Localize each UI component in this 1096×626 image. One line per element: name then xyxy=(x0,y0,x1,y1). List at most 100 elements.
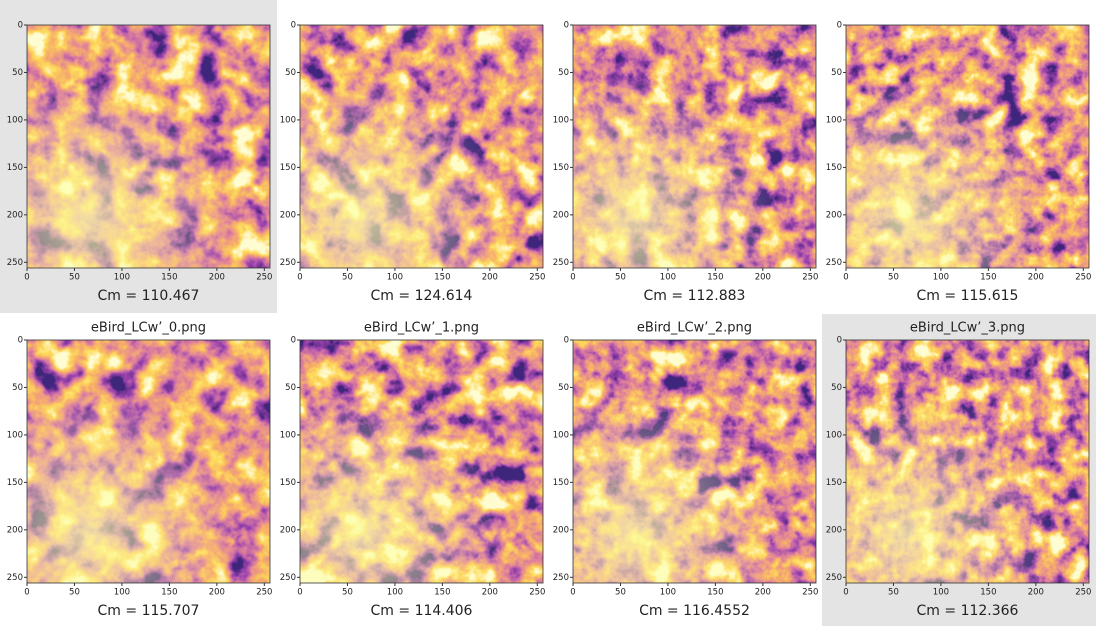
panel: 0 0 50 50 100 100 150 150 200 200 250 250 Cm = 110.4… xyxy=(7,21,273,305)
x-tick-label: 50 xyxy=(69,588,80,598)
y-tick-label: 50 xyxy=(285,383,296,393)
panel-title: eBird_LCw’_3.png xyxy=(910,321,1025,336)
x-tick-label: 250 xyxy=(802,588,818,598)
x-tick-label: 200 xyxy=(1028,588,1044,598)
y-tick-label: 250 xyxy=(553,258,569,268)
y-tick-label: 150 xyxy=(280,163,296,173)
x-tick-label: 100 xyxy=(387,588,403,598)
x-tick-label: 100 xyxy=(933,273,949,283)
y-tick-label: 0 xyxy=(837,336,842,346)
axes-frame xyxy=(299,339,544,584)
y-tick-label: 250 xyxy=(826,573,842,583)
x-tick-label: 250 xyxy=(256,273,272,283)
y-tick-label: 100 xyxy=(280,115,296,125)
panel-title: eBird_LCw’_2.png xyxy=(637,321,752,336)
x-tick-label: 150 xyxy=(980,588,996,598)
panel-title: eBird_LCw’_1.png xyxy=(364,321,479,336)
y-tick-label: 200 xyxy=(826,525,842,535)
heatmap-glow xyxy=(573,340,816,583)
x-tick-label: 0 xyxy=(297,273,302,283)
y-tick-label: 100 xyxy=(280,430,296,440)
x-tick-label: 0 xyxy=(297,588,302,598)
y-tick-label: 250 xyxy=(553,573,569,583)
heatmap-glow xyxy=(573,25,816,268)
x-tick-label: 100 xyxy=(387,273,403,283)
y-tick-label: 200 xyxy=(7,210,23,220)
y-tick-label: 150 xyxy=(280,478,296,488)
axes-frame xyxy=(572,24,817,269)
heatmap-glow xyxy=(846,25,1089,268)
x-tick-label: 250 xyxy=(256,588,272,598)
heatmap-glow xyxy=(846,340,1089,583)
axes-frame xyxy=(26,339,271,584)
y-tick-label: 50 xyxy=(558,383,569,393)
x-tick-label: 200 xyxy=(482,273,498,283)
x-tick-label: 0 xyxy=(24,588,29,598)
x-tick-label: 50 xyxy=(342,273,353,283)
y-tick-label: 250 xyxy=(280,258,296,268)
x-tick-label: 50 xyxy=(888,588,899,598)
x-tick-label: 150 xyxy=(707,588,723,598)
y-tick-label: 100 xyxy=(7,430,23,440)
panel: 0 0 50 50 100 100 150 150 200 200 250 250 Cm = 115.6… xyxy=(826,21,1092,305)
y-tick-label: 100 xyxy=(553,115,569,125)
y-tick-label: 250 xyxy=(7,573,23,583)
x-tick-label: 250 xyxy=(1075,588,1091,598)
y-tick-label: 50 xyxy=(12,383,23,393)
y-tick-label: 0 xyxy=(18,21,23,31)
x-tick-label: 250 xyxy=(529,273,545,283)
panel: 0 0 50 50 100 100 150 150 200 200 250 250 eBird_LCw’… xyxy=(280,321,546,620)
x-tick-label: 150 xyxy=(707,273,723,283)
y-tick-label: 150 xyxy=(826,163,842,173)
y-tick-label: 0 xyxy=(18,336,23,346)
y-tick-label: 0 xyxy=(564,336,569,346)
x-tick-label: 200 xyxy=(209,588,225,598)
y-tick-label: 50 xyxy=(831,383,842,393)
x-tick-label: 0 xyxy=(570,273,575,283)
panel-caption: Cm = 116.4552 xyxy=(639,603,750,619)
panel: 0 0 50 50 100 100 150 150 200 200 250 250 eBird_LCw’… xyxy=(553,321,819,620)
y-tick-label: 200 xyxy=(7,525,23,535)
panel: 0 0 50 50 100 100 150 150 200 200 250 250 Cm = 112.8… xyxy=(553,21,819,305)
x-tick-label: 100 xyxy=(933,588,949,598)
heatmap-glow xyxy=(27,340,270,583)
x-tick-label: 200 xyxy=(1028,273,1044,283)
y-tick-label: 250 xyxy=(7,258,23,268)
y-tick-label: 0 xyxy=(837,21,842,31)
x-tick-label: 200 xyxy=(209,273,225,283)
y-tick-label: 50 xyxy=(285,68,296,78)
panel-caption: Cm = 112.883 xyxy=(644,288,746,304)
x-tick-label: 50 xyxy=(888,273,899,283)
y-tick-label: 100 xyxy=(826,430,842,440)
panel-caption: Cm = 110.467 xyxy=(98,288,200,304)
panel-title: eBird_LCw’_0.png xyxy=(91,321,206,336)
y-tick-label: 100 xyxy=(553,430,569,440)
x-tick-label: 100 xyxy=(114,588,130,598)
axes-frame xyxy=(845,24,1090,269)
y-tick-label: 150 xyxy=(553,478,569,488)
x-tick-label: 250 xyxy=(1075,273,1091,283)
x-tick-label: 50 xyxy=(615,588,626,598)
y-tick-label: 200 xyxy=(280,525,296,535)
y-tick-label: 50 xyxy=(831,68,842,78)
x-tick-label: 100 xyxy=(660,588,676,598)
x-tick-label: 0 xyxy=(24,273,29,283)
x-tick-label: 150 xyxy=(161,588,177,598)
axes-frame xyxy=(299,24,544,269)
y-tick-label: 150 xyxy=(7,163,23,173)
panel-caption: Cm = 112.366 xyxy=(917,603,1019,619)
x-tick-label: 0 xyxy=(843,588,848,598)
y-tick-label: 250 xyxy=(280,573,296,583)
axes-frame xyxy=(572,339,817,584)
y-tick-label: 0 xyxy=(291,21,296,31)
x-tick-label: 50 xyxy=(69,273,80,283)
panel-caption: Cm = 114.406 xyxy=(371,603,473,619)
panel: 0 0 50 50 100 100 150 150 200 200 250 250 Cm = 124.6… xyxy=(280,21,546,305)
x-tick-label: 250 xyxy=(529,588,545,598)
x-tick-label: 150 xyxy=(434,588,450,598)
y-tick-label: 200 xyxy=(280,210,296,220)
y-tick-label: 50 xyxy=(12,68,23,78)
y-tick-label: 0 xyxy=(564,21,569,31)
y-tick-label: 100 xyxy=(826,115,842,125)
